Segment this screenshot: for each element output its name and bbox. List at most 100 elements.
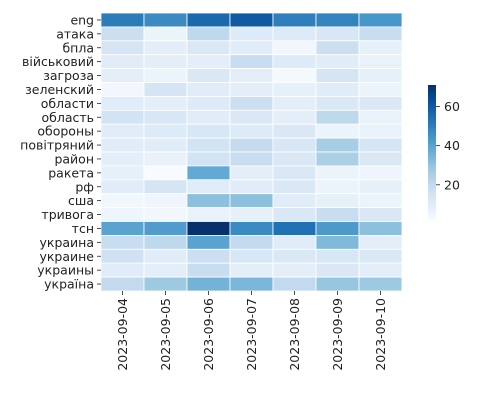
x-tick-label: 2023-09-07: [244, 298, 259, 371]
heatmap-cell-украины-2023-09-05: [143, 262, 188, 278]
heatmap-cell-військовий-2023-09-09: [315, 54, 360, 70]
heatmap-cell-бпла-2023-09-04: [100, 40, 145, 56]
heatmap-cell-область-2023-09-08: [272, 109, 317, 125]
heatmap-cell-загроза-2023-09-06: [186, 68, 231, 83]
heatmap-cell-украины-2023-09-09: [315, 262, 360, 278]
heatmap-cell-атака-2023-09-09: [315, 26, 360, 42]
heatmap-cell-область-2023-09-09: [315, 109, 360, 125]
heatmap-cell-зеленский-2023-09-07: [229, 82, 274, 97]
heatmap-cell-тривога-2023-09-10: [358, 207, 403, 222]
heatmap-cell-загроза-2023-09-04: [100, 68, 145, 83]
heatmap-cell-повітряний-2023-09-07: [229, 137, 274, 153]
heatmap-cell-україна-2023-09-09: [315, 276, 360, 292]
heatmap-cell-украина-2023-09-07: [229, 234, 274, 250]
heatmap-cell-повітряний-2023-09-10: [358, 137, 403, 153]
heatmap-cell-украина-2023-09-08: [272, 234, 317, 250]
heatmap-cell-україна-2023-09-06: [186, 276, 231, 292]
y-tick-label: eng: [70, 12, 94, 27]
heatmap-cell-обороны-2023-09-09: [315, 123, 360, 139]
heatmap-cell-ракета-2023-09-10: [358, 165, 403, 181]
heatmap-cell-область-2023-09-07: [229, 109, 274, 125]
heatmap-cell-атака-2023-09-10: [358, 26, 403, 42]
heatmap-cell-рф-2023-09-09: [315, 179, 360, 195]
y-tick-label: область: [41, 110, 94, 125]
heatmap-cell-повітряний-2023-09-05: [143, 137, 188, 153]
heatmap-cell-тривога-2023-09-05: [143, 207, 188, 222]
heatmap-cell-військовий-2023-09-08: [272, 54, 317, 70]
heatmap-cell-загроза-2023-09-10: [358, 68, 403, 83]
heatmap-cell-зеленский-2023-09-08: [272, 82, 317, 97]
x-tick-label: 2023-09-05: [158, 298, 173, 371]
heatmap-cell-ракета-2023-09-06: [186, 165, 231, 181]
heatmap-cell-eng-2023-09-10: [358, 12, 403, 28]
heatmap-cell-атака-2023-09-04: [100, 26, 145, 42]
x-tick-label: 2023-09-10: [373, 298, 388, 371]
heatmap-cell-область-2023-09-05: [143, 109, 188, 125]
heatmap-cell-атака-2023-09-07: [229, 26, 274, 42]
heatmap-cell-ракета-2023-09-04: [100, 165, 145, 181]
heatmap-cell-украине-2023-09-04: [100, 248, 145, 264]
colorbar: 20 40 60: [428, 85, 460, 220]
heatmap-cell-украине-2023-09-10: [358, 248, 403, 264]
heatmap-cell-загроза-2023-09-05: [143, 68, 188, 83]
heatmap-cell-зеленский-2023-09-10: [358, 82, 403, 97]
y-tick-label: бпла: [62, 40, 94, 55]
heatmap-cell-области-2023-09-06: [186, 96, 231, 111]
heatmap-cell-район-2023-09-08: [272, 151, 317, 167]
heatmap-cell-обороны-2023-09-07: [229, 123, 274, 139]
heatmap-cell-район-2023-09-10: [358, 151, 403, 167]
heatmap-cell-військовий-2023-09-06: [186, 54, 231, 70]
heatmap-cell-сша-2023-09-05: [143, 193, 188, 208]
heatmap-cell-область-2023-09-06: [186, 109, 231, 125]
heatmap-cell-область-2023-09-10: [358, 109, 403, 125]
heatmap-cell-тсн-2023-09-08: [272, 221, 317, 236]
heatmap-cell-тривога-2023-09-06: [186, 207, 231, 222]
heatmap-cell-украины-2023-09-10: [358, 262, 403, 278]
heatmap-cell-тсн-2023-09-07: [229, 221, 274, 236]
heatmap-cell-рф-2023-09-08: [272, 179, 317, 195]
heatmap-cell-атака-2023-09-08: [272, 26, 317, 42]
y-tick-label: атака: [56, 26, 94, 41]
heatmap-cell-бпла-2023-09-08: [272, 40, 317, 56]
heatmap-cell-атака-2023-09-05: [143, 26, 188, 42]
heatmap-cell-україна-2023-09-04: [100, 276, 145, 292]
heatmap-cell-військовий-2023-09-05: [143, 54, 188, 70]
heatmap-cell-тсн-2023-09-10: [358, 221, 403, 236]
heatmap-cell-зеленский-2023-09-09: [315, 82, 360, 97]
heatmap-cell-рф-2023-09-06: [186, 179, 231, 195]
heatmap-cell-ракета-2023-09-08: [272, 165, 317, 181]
heatmap-cell-україна-2023-09-07: [229, 276, 274, 292]
heatmap-cell-ракета-2023-09-05: [143, 165, 188, 181]
heatmap-cell-україна-2023-09-10: [358, 276, 403, 292]
colorbar-tick-label: 20: [444, 177, 460, 192]
heatmap-cell-військовий-2023-09-10: [358, 54, 403, 70]
heatmap-cell-eng-2023-09-04: [100, 12, 145, 28]
y-tick-label: загроза: [43, 68, 94, 83]
heatmap-cell-обороны-2023-09-06: [186, 123, 231, 139]
heatmap-cell-повітряний-2023-09-06: [186, 137, 231, 153]
heatmap-cell-украины-2023-09-04: [100, 262, 145, 278]
heatmap-cell-украина-2023-09-10: [358, 234, 403, 250]
y-tick-label: сша: [68, 193, 94, 208]
y-tick-label: тсн: [72, 221, 94, 236]
heatmap-cell-військовий-2023-09-04: [100, 54, 145, 70]
heatmap-cell-район-2023-09-06: [186, 151, 231, 167]
heatmap-cell-рф-2023-09-05: [143, 179, 188, 195]
heatmap-cell-области-2023-09-09: [315, 96, 360, 111]
heatmap-cell-бпла-2023-09-09: [315, 40, 360, 56]
heatmap-cell-тсн-2023-09-09: [315, 221, 360, 236]
heatmap-cell-обороны-2023-09-10: [358, 123, 403, 139]
heatmap-cell-загроза-2023-09-07: [229, 68, 274, 83]
heatmap-cell-атака-2023-09-06: [186, 26, 231, 42]
x-tick-label: 2023-09-09: [330, 298, 345, 371]
x-tick-label: 2023-09-06: [201, 298, 216, 371]
y-tick-label: зеленский: [25, 82, 94, 97]
heatmap-cell-украины-2023-09-06: [186, 262, 231, 278]
heatmap-cell-тсн-2023-09-04: [100, 221, 145, 236]
heatmap-cell-области-2023-09-10: [358, 96, 403, 111]
heatmap-cell-обороны-2023-09-05: [143, 123, 188, 139]
y-tick-label: обороны: [37, 124, 94, 139]
heatmap-cell-украины-2023-09-08: [272, 262, 317, 278]
heatmap-cell-район-2023-09-05: [143, 151, 188, 167]
heatmap-cell-области-2023-09-07: [229, 96, 274, 111]
